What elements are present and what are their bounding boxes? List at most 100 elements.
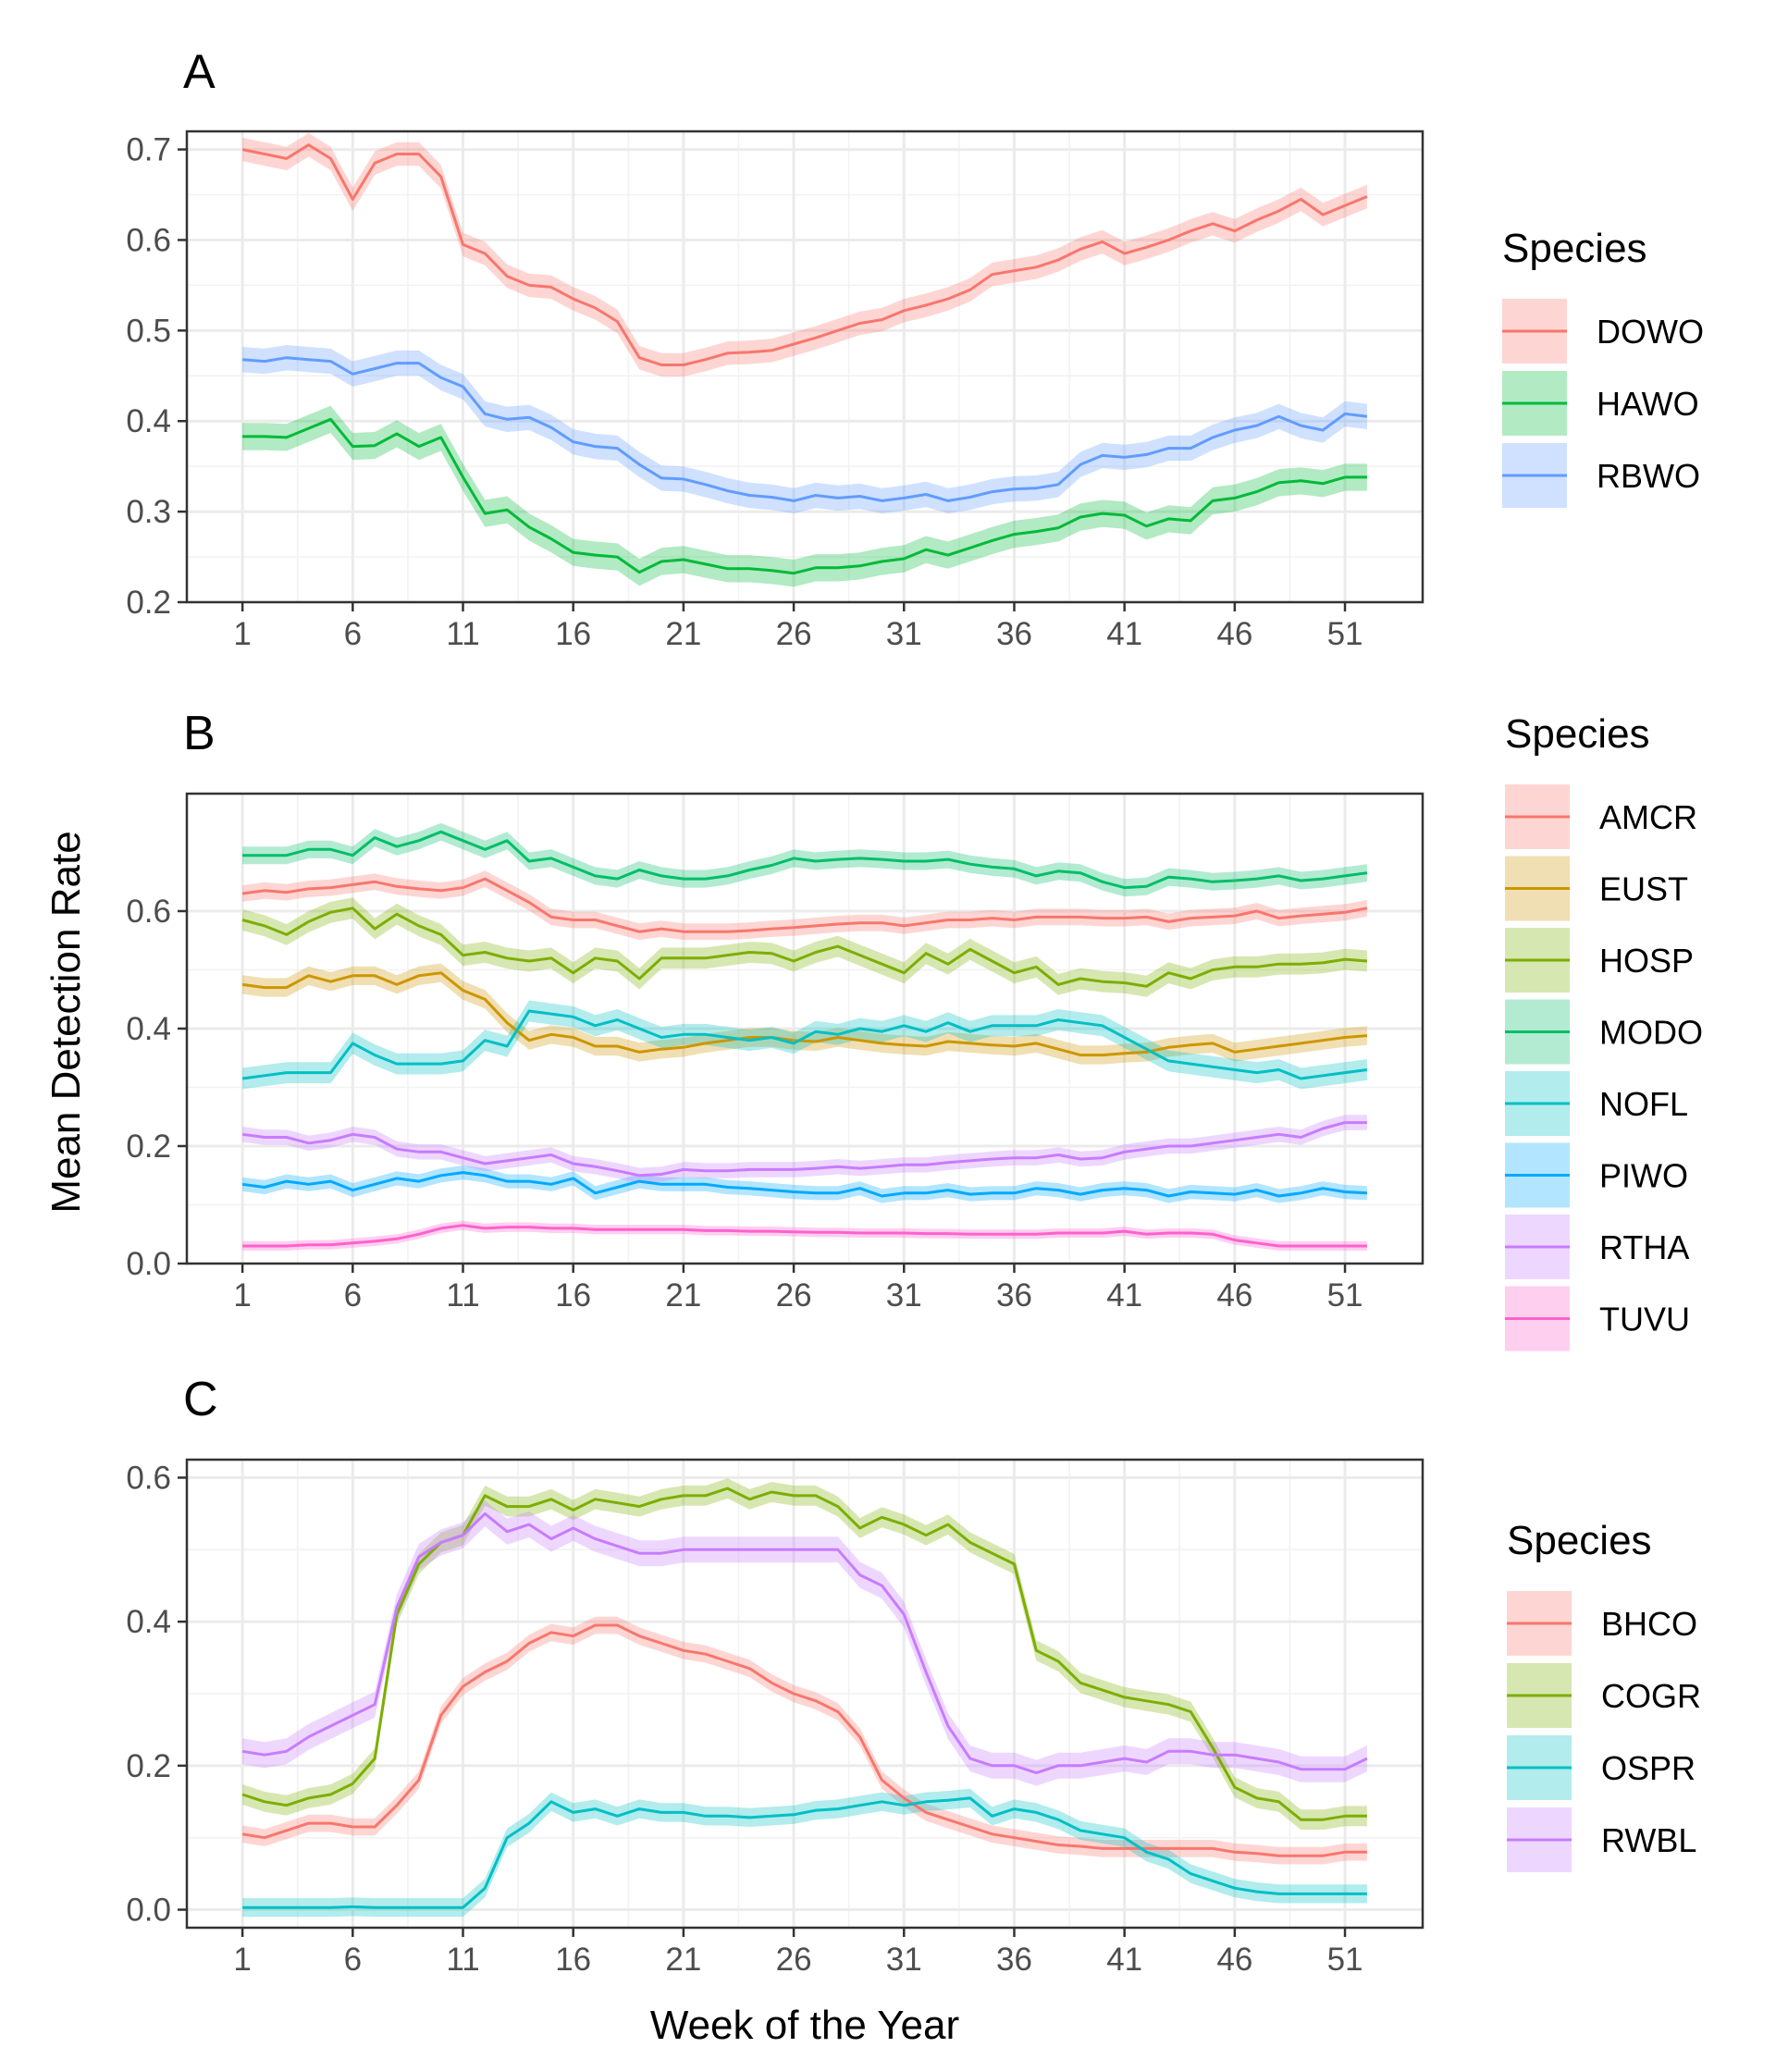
- legend-item-hawo: HAWO: [1502, 371, 1699, 436]
- legend-item-hosp: HOSP: [1505, 928, 1694, 993]
- panel-border: [185, 130, 1424, 604]
- x-tick-label: 31: [886, 1277, 922, 1314]
- legend-item-rwbl: RWBL: [1507, 1807, 1696, 1872]
- legend-label: OSPR: [1601, 1749, 1696, 1787]
- x-tick-label: 36: [996, 1942, 1032, 1978]
- legend-item-bhco: BHCO: [1507, 1591, 1697, 1656]
- axis-ticks: 1 6 11 16 21 26 31 36 41 46 510.00.20.40.6: [126, 894, 1363, 1314]
- x-tick-label: 1: [233, 616, 251, 652]
- y-tick-label: 0.5: [126, 313, 171, 349]
- legend-label: RWBL: [1601, 1821, 1696, 1859]
- x-tick-label: 11: [446, 1942, 479, 1978]
- y-tick-label: 0.0: [126, 1246, 171, 1282]
- legend-label: RBWO: [1597, 457, 1700, 495]
- x-tick-label: 41: [1106, 1942, 1142, 1978]
- x-tick-label: 21: [665, 1942, 701, 1978]
- x-tick-label: 21: [665, 616, 701, 652]
- x-tick-label: 6: [344, 1942, 362, 1978]
- series-line-bhco: [241, 1623, 1367, 1857]
- x-tick-label: 51: [1327, 616, 1363, 652]
- x-tick-label: 46: [1216, 1277, 1252, 1314]
- x-tick-label: 26: [776, 1942, 812, 1978]
- x-tick-label: 11: [446, 1277, 479, 1314]
- legend-item-piwo: PIWO: [1505, 1142, 1688, 1208]
- panel-label: A: [183, 45, 216, 99]
- series-line-dowo: [241, 143, 1368, 366]
- x-tick-label: 31: [886, 616, 922, 652]
- x-tick-label: 21: [665, 1277, 701, 1314]
- x-tick-label: 51: [1327, 1277, 1363, 1314]
- x-tick-label: 16: [555, 616, 591, 652]
- legend-label: AMCR: [1599, 798, 1697, 836]
- legend-item-amcr: AMCR: [1505, 784, 1697, 849]
- x-axis-title: Week of the Year: [650, 2003, 959, 2048]
- legend-item-rtha: RTHA: [1505, 1215, 1689, 1279]
- gridlines: [187, 794, 1423, 1265]
- y-tick-label: 0.4: [126, 403, 171, 439]
- series-line-hosp: [241, 906, 1368, 988]
- legend-label: RTHA: [1599, 1228, 1689, 1266]
- legend-title: Species: [1505, 711, 1650, 757]
- axis-ticks: 1 6 11 16 21 26 31 36 41 46 510.00.20.40.6: [126, 1460, 1363, 1978]
- y-tick-label: 0.6: [126, 894, 171, 930]
- legend-label: HAWO: [1597, 385, 1699, 423]
- x-tick-label: 1: [233, 1942, 251, 1978]
- series-line-modo: [242, 830, 1368, 890]
- series-line-rtha: [241, 1121, 1367, 1178]
- band-hawo: [242, 405, 1367, 587]
- y-axis-title: Mean Detection Rate: [43, 831, 89, 1213]
- legend-item-ospr: OSPR: [1507, 1735, 1696, 1800]
- band-hosp: [242, 897, 1367, 997]
- band-rtha: [242, 1115, 1367, 1183]
- band-cogr: [242, 1478, 1367, 1831]
- series-line-rwbl: [241, 1511, 1368, 1775]
- x-tick-label: 6: [344, 1277, 362, 1314]
- y-tick-label: 0.4: [126, 1011, 171, 1047]
- legend-item-eust: EUST: [1505, 856, 1688, 921]
- legend-label: DOWO: [1597, 313, 1704, 351]
- legend-item-tuvu: TUVU: [1505, 1286, 1690, 1351]
- legend-label: BHCO: [1601, 1605, 1697, 1643]
- legend-item-dowo: DOWO: [1502, 299, 1704, 364]
- legend-label: PIWO: [1599, 1157, 1688, 1195]
- panel-c: 1 6 11 16 21 26 31 36 41 46 510.00.20.40.6CSpecies…: [126, 1373, 1701, 1978]
- gridlines: [187, 131, 1423, 604]
- x-tick-label: 16: [555, 1277, 591, 1314]
- legend-item-rbwo: RBWO: [1502, 443, 1700, 508]
- y-tick-label: 0.4: [126, 1604, 171, 1640]
- axis-ticks: 1 6 11 16 21 26 31 36 41 46 510.20.30.40.50.60.7: [126, 132, 1363, 652]
- x-tick-label: 6: [344, 616, 362, 652]
- x-tick-label: 11: [446, 616, 479, 652]
- x-tick-label: 16: [555, 1942, 591, 1978]
- legend-label: NOFL: [1599, 1085, 1688, 1123]
- legend-label: MODO: [1599, 1014, 1703, 1052]
- series-group: [241, 822, 1368, 1251]
- x-tick-label: 36: [996, 616, 1032, 652]
- legend-label: EUST: [1599, 870, 1688, 908]
- y-tick-label: 0.2: [126, 585, 171, 621]
- legend: Species BHCO COGR OSPR RWBL: [1507, 1518, 1701, 1872]
- series-line-rbwo: [241, 356, 1368, 502]
- band-ospr: [242, 1788, 1367, 1918]
- series-line-nofl: [241, 1009, 1368, 1080]
- legend-label: TUVU: [1599, 1301, 1690, 1338]
- series-line-amcr: [241, 877, 1368, 933]
- y-tick-label: 0.6: [126, 1460, 171, 1496]
- panel-b: 1 6 11 16 21 26 31 36 41 46 510.00.20.40.6B Species…: [126, 707, 1703, 1351]
- panel-border: [185, 1458, 1424, 1930]
- legend-item-nofl: NOFL: [1505, 1071, 1688, 1136]
- y-tick-label: 0.6: [126, 222, 171, 258]
- x-tick-label: 41: [1106, 1277, 1142, 1314]
- plot-area: [187, 131, 1423, 602]
- series-line-cogr: [241, 1486, 1367, 1821]
- series-line-tuvu: [242, 1224, 1367, 1248]
- series-line-ospr: [242, 1796, 1367, 1909]
- panel-label: C: [183, 1373, 218, 1426]
- legend-label: COGR: [1601, 1677, 1701, 1715]
- x-tick-label: 41: [1106, 616, 1142, 652]
- legend-title: Species: [1507, 1518, 1652, 1563]
- x-tick-label: 46: [1216, 616, 1252, 652]
- x-tick-label: 36: [996, 1277, 1032, 1314]
